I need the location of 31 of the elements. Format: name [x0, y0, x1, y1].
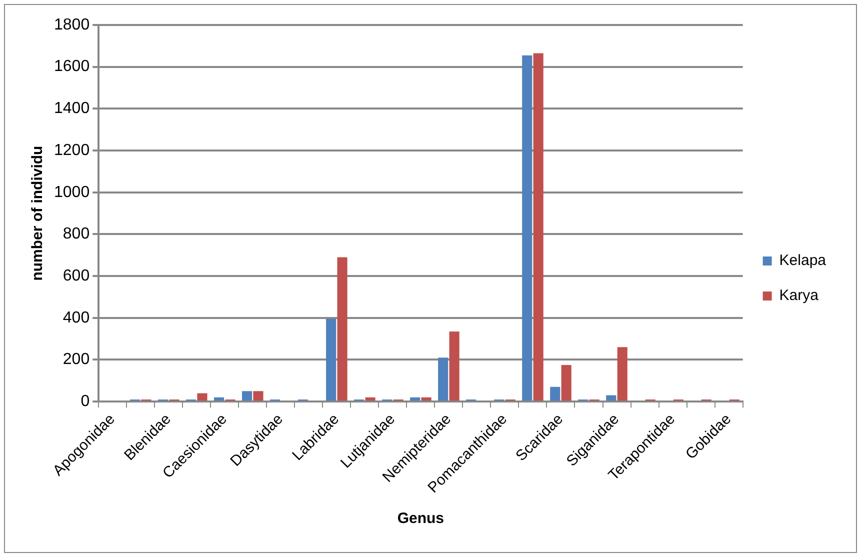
bar	[410, 397, 420, 401]
legend-label: Karya	[779, 287, 820, 304]
bar	[561, 364, 572, 401]
bar	[365, 397, 376, 401]
bar	[197, 393, 208, 401]
bar	[550, 386, 560, 401]
bar	[438, 358, 448, 401]
y-tick-label: 1800	[54, 16, 90, 34]
bar	[253, 391, 264, 401]
y-tick-label: 800	[62, 226, 90, 243]
y-tick-label: 1200	[54, 142, 90, 159]
y-tick-label: 1400	[54, 100, 90, 118]
bar	[522, 55, 532, 401]
bar	[214, 397, 224, 401]
bar	[606, 395, 616, 401]
y-tick-label: 400	[62, 309, 90, 326]
bar	[242, 391, 252, 401]
bar	[617, 347, 628, 401]
y-tick-label: 200	[62, 351, 90, 368]
x-axis-title: Genus	[397, 510, 444, 528]
y-tick-label: 1600	[54, 58, 90, 76]
bar	[326, 318, 336, 401]
y-tick-label: 600	[62, 267, 90, 284]
y-axis-title: number of individu	[29, 146, 46, 281]
bar	[421, 397, 432, 401]
bar	[449, 331, 460, 401]
bar	[337, 257, 348, 401]
bar	[533, 53, 544, 401]
y-tick-label: 0	[80, 392, 90, 410]
y-tick-label: 1000	[54, 184, 90, 201]
legend-label: Kelapa	[779, 252, 827, 270]
